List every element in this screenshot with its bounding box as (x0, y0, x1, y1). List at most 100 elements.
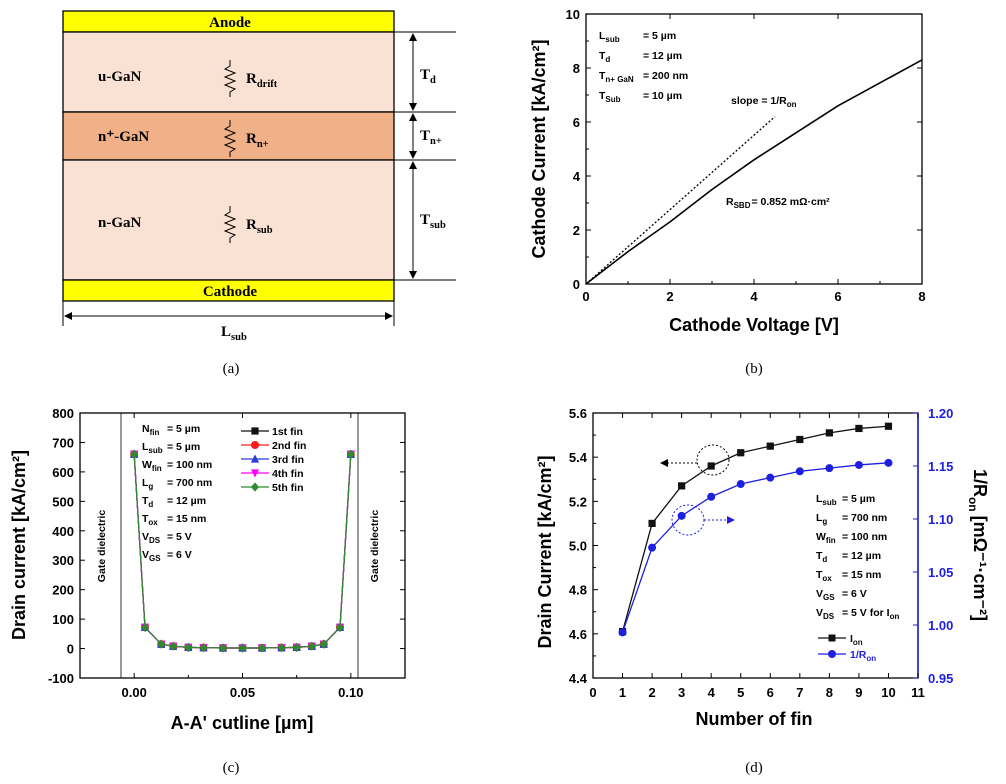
series-1st-fin (130, 450, 355, 652)
x-tick-label: 0.05 (230, 685, 255, 700)
u-gan-label: u-GaN (98, 69, 142, 85)
xlabel-b: Cathode Voltage [V] (669, 315, 839, 335)
y-tick-label: 5.0 (569, 539, 587, 554)
data-point (140, 622, 150, 632)
annotations-c: Nfin = 5 µm Lsub = 5 µm Wfin = 100 nm Lg = 700 … (142, 423, 212, 563)
caption-c: (c) (223, 760, 240, 776)
annotation-c: Lg = 700 nm (142, 477, 212, 491)
annotation-subscript: Sub (605, 95, 620, 104)
data-point (855, 424, 863, 433)
annotation-symbol: N (142, 423, 150, 435)
data-point (250, 469, 260, 478)
series-line (621, 425, 889, 632)
data-point (884, 422, 893, 430)
y-tick-label: 100 (52, 612, 74, 627)
ticks-d: 0 1 2 3 4 5 6 7 8 9 10 11 4.4 4.6 4.8 5.0 5.2 5.4 5.6 0.95 1… (569, 406, 953, 700)
annotation-subscript: ox (148, 518, 158, 527)
caption-b: (b) (745, 361, 763, 377)
legend-label: 1st fin (272, 426, 303, 438)
annotation-subscript: fin (150, 428, 160, 437)
data-point (199, 643, 208, 653)
annotation-value: = 5 V for I (842, 607, 890, 619)
annotation-d: Lg = 700 nm (816, 512, 887, 526)
data-point (796, 435, 804, 444)
data-point (238, 643, 247, 653)
annotation-value: = 100 nm (842, 531, 887, 543)
annotation-subscript: d (605, 55, 610, 64)
legend-label-sub: on (866, 654, 876, 663)
panel-c-chart: 0.00 0.05 0.10 -100 0 100 200 300 400 500 600 700 80… (9, 406, 406, 733)
y-tick-label: 400 (52, 524, 74, 539)
annotation-value: = 100 nm (167, 459, 212, 471)
resistor-drift-icon (223, 60, 237, 97)
xlabel-c: A-A' cutline [µm] (171, 713, 314, 733)
annotation-symbol: W (816, 531, 826, 543)
annotation-subscript: sub (605, 35, 619, 44)
data-point (277, 643, 286, 653)
data-point (307, 641, 316, 651)
annotation-subscript: DS (823, 612, 835, 621)
annotation-value: = 5 µm (167, 423, 200, 435)
x-tick-label: 6 (767, 685, 774, 700)
annotation-value: = 6 V (842, 588, 867, 600)
y-right-tick-label: 1.15 (928, 459, 953, 474)
data-point (737, 449, 745, 457)
plot-frame-d (592, 412, 919, 679)
data-point (884, 458, 893, 467)
legend-label: 5th fin (272, 482, 304, 494)
y-tick-label: 4.4 (569, 671, 588, 686)
legend-label-main: 1/R (850, 649, 867, 661)
annotation-symbol: V (142, 531, 149, 543)
data-point (677, 511, 686, 520)
cathode-label: Cathode (203, 284, 258, 300)
series-inverse-ron (618, 458, 893, 637)
layer-n-gan (62, 159, 395, 281)
annotation-b: Td = 12 µm (599, 50, 682, 64)
annotation-c: VGS = 6 V (142, 549, 192, 563)
resistor-n-plus-icon (223, 120, 237, 157)
n-gan-label: n-GaN (98, 215, 142, 231)
x-tick-label: 8 (826, 685, 833, 700)
ylabel-c: Drain current [kA/cm²] (9, 450, 29, 640)
x-tick-label: 4 (750, 289, 758, 304)
annotation-subscript: d (822, 555, 827, 564)
legend-label-sub: on (853, 638, 863, 647)
gate-label-right: Gate dielectric (369, 510, 381, 583)
annotation-symbol: L (816, 493, 823, 505)
annotation-symbol: T (142, 495, 149, 507)
annotation-symbol: V (816, 588, 823, 600)
ron-marker-circle (671, 504, 705, 536)
annotation-c: Tox = 15 nm (142, 513, 206, 527)
width-arrowhead-right (385, 312, 393, 320)
ion-marker-circle (696, 444, 730, 476)
annotation-subscript: GS (823, 593, 835, 602)
y-tick-label: 2 (573, 223, 580, 238)
data-point (766, 442, 774, 450)
legend-label: 4th fin (272, 468, 304, 480)
caption-d: (d) (745, 760, 763, 776)
data-point (157, 639, 166, 649)
rsbd-label: RSBD= 0.852 mΩ·cm² (726, 196, 830, 210)
y-tick-label: 600 (52, 465, 74, 480)
panel-d-chart: 0 1 2 3 4 5 6 7 8 9 10 11 4.4 4.6 4.8 5.0 5.2 5.4 5.6 0.95 1… (535, 406, 990, 729)
data-point (707, 462, 715, 470)
x-tick-label: 1 (619, 685, 626, 700)
y-right-tick-label: 1.10 (928, 512, 953, 527)
annotation-c: Wfin = 100 nm (142, 459, 212, 473)
data-point (854, 460, 863, 469)
x-tick-label: 4 (708, 685, 716, 700)
series-c (130, 449, 355, 653)
y-tick-label: 700 (52, 435, 74, 450)
annotation-value: = 5 V (167, 531, 192, 543)
annotation-c: Td = 12 µm (142, 495, 206, 509)
series-d (618, 422, 893, 637)
data-point (218, 643, 228, 653)
y-tick-label: 800 (52, 406, 74, 421)
ylabel-b: Cathode Current [kA/cm²] (529, 39, 549, 258)
annotation-subscript: sub (148, 446, 162, 455)
annotation-symbol: T (599, 90, 606, 102)
width-dimension (62, 301, 395, 326)
annotation-symbol: L (142, 477, 149, 489)
legend-label: Ion (850, 633, 863, 647)
